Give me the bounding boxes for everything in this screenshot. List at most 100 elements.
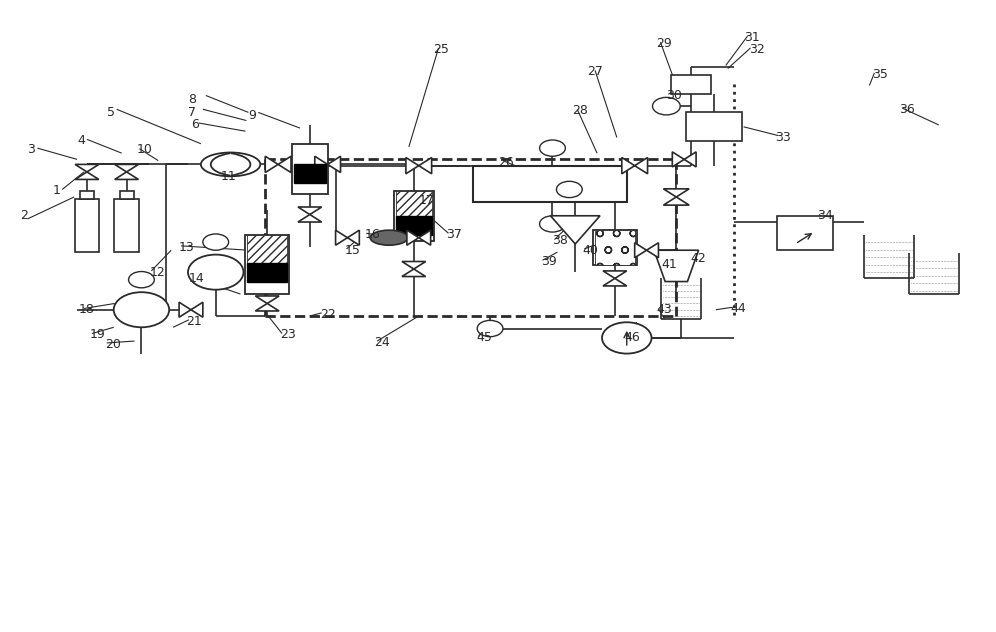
Text: 13: 13 bbox=[179, 241, 195, 253]
Polygon shape bbox=[646, 243, 658, 258]
Polygon shape bbox=[418, 230, 430, 245]
Polygon shape bbox=[298, 207, 322, 214]
Polygon shape bbox=[551, 216, 600, 244]
Text: 4: 4 bbox=[77, 134, 85, 147]
Polygon shape bbox=[265, 156, 278, 173]
Polygon shape bbox=[672, 152, 684, 167]
Polygon shape bbox=[75, 164, 99, 172]
Text: 1: 1 bbox=[53, 184, 60, 197]
Text: 27: 27 bbox=[587, 65, 603, 78]
Polygon shape bbox=[179, 302, 191, 317]
Polygon shape bbox=[654, 250, 698, 281]
Text: 35: 35 bbox=[872, 68, 888, 82]
Circle shape bbox=[203, 234, 229, 250]
Polygon shape bbox=[348, 230, 360, 245]
Text: 7: 7 bbox=[188, 106, 196, 119]
Text: 22: 22 bbox=[320, 308, 336, 321]
Polygon shape bbox=[418, 157, 431, 174]
Ellipse shape bbox=[371, 230, 408, 245]
Bar bbox=[292, 143, 328, 194]
Text: 36: 36 bbox=[899, 103, 915, 116]
Text: 17: 17 bbox=[418, 193, 434, 207]
Text: 34: 34 bbox=[817, 209, 833, 222]
Text: 11: 11 bbox=[221, 171, 236, 183]
Text: 40: 40 bbox=[583, 244, 598, 257]
Polygon shape bbox=[402, 262, 425, 269]
Polygon shape bbox=[255, 296, 279, 303]
Text: 44: 44 bbox=[731, 302, 747, 315]
Text: 16: 16 bbox=[365, 228, 380, 241]
Text: 26: 26 bbox=[498, 156, 514, 169]
Text: 33: 33 bbox=[775, 131, 791, 144]
Bar bbox=[245, 234, 289, 294]
Bar bbox=[473, 166, 626, 202]
Circle shape bbox=[114, 292, 169, 327]
Polygon shape bbox=[407, 230, 418, 245]
Circle shape bbox=[128, 272, 154, 288]
Text: 39: 39 bbox=[541, 255, 557, 268]
Bar bbox=[394, 191, 433, 241]
Text: 8: 8 bbox=[188, 94, 196, 106]
Text: 25: 25 bbox=[433, 43, 449, 56]
Text: 12: 12 bbox=[149, 265, 165, 279]
Text: 38: 38 bbox=[553, 234, 569, 247]
Polygon shape bbox=[336, 230, 348, 245]
Polygon shape bbox=[315, 156, 328, 173]
Text: 18: 18 bbox=[79, 303, 95, 316]
Bar bbox=[75, 198, 100, 252]
Bar bbox=[671, 75, 711, 94]
Text: 30: 30 bbox=[666, 89, 682, 102]
Polygon shape bbox=[406, 157, 418, 174]
Circle shape bbox=[540, 216, 566, 232]
Circle shape bbox=[557, 181, 583, 198]
Polygon shape bbox=[634, 243, 646, 258]
Bar bbox=[294, 164, 326, 183]
Polygon shape bbox=[634, 157, 647, 174]
Polygon shape bbox=[255, 303, 279, 311]
Text: 42: 42 bbox=[690, 252, 706, 265]
Polygon shape bbox=[684, 152, 696, 167]
Text: 45: 45 bbox=[476, 331, 492, 344]
Polygon shape bbox=[603, 279, 626, 286]
Ellipse shape bbox=[201, 152, 260, 176]
Circle shape bbox=[477, 320, 503, 337]
Bar bbox=[80, 191, 94, 198]
Text: 19: 19 bbox=[90, 328, 106, 341]
Text: 28: 28 bbox=[573, 104, 589, 117]
Polygon shape bbox=[75, 172, 99, 179]
Bar bbox=[777, 216, 833, 250]
Bar bbox=[595, 230, 634, 265]
Circle shape bbox=[602, 322, 651, 353]
Polygon shape bbox=[328, 156, 341, 173]
Polygon shape bbox=[115, 172, 138, 179]
Text: 43: 43 bbox=[656, 303, 672, 316]
Bar bbox=[247, 234, 287, 263]
Polygon shape bbox=[191, 302, 203, 317]
Text: 5: 5 bbox=[107, 106, 115, 119]
Text: 24: 24 bbox=[374, 336, 390, 349]
Circle shape bbox=[652, 97, 680, 115]
Text: 3: 3 bbox=[28, 143, 36, 157]
Polygon shape bbox=[663, 197, 689, 205]
Bar bbox=[396, 216, 431, 234]
Text: 2: 2 bbox=[21, 209, 29, 222]
Polygon shape bbox=[278, 156, 291, 173]
Text: 21: 21 bbox=[186, 315, 202, 327]
Circle shape bbox=[540, 140, 566, 156]
Bar bbox=[120, 191, 133, 198]
Polygon shape bbox=[663, 189, 689, 197]
Text: 10: 10 bbox=[136, 143, 152, 157]
Text: 41: 41 bbox=[661, 258, 677, 271]
Text: 14: 14 bbox=[189, 272, 205, 285]
Text: 20: 20 bbox=[105, 337, 121, 351]
Bar bbox=[396, 191, 431, 216]
Text: 6: 6 bbox=[191, 118, 199, 131]
Bar bbox=[593, 230, 636, 265]
Text: 31: 31 bbox=[744, 31, 759, 44]
Bar bbox=[686, 112, 742, 140]
Text: 23: 23 bbox=[280, 328, 296, 341]
Text: 29: 29 bbox=[656, 37, 672, 50]
Polygon shape bbox=[115, 164, 138, 172]
Bar bbox=[247, 263, 287, 281]
Text: 9: 9 bbox=[248, 109, 256, 122]
